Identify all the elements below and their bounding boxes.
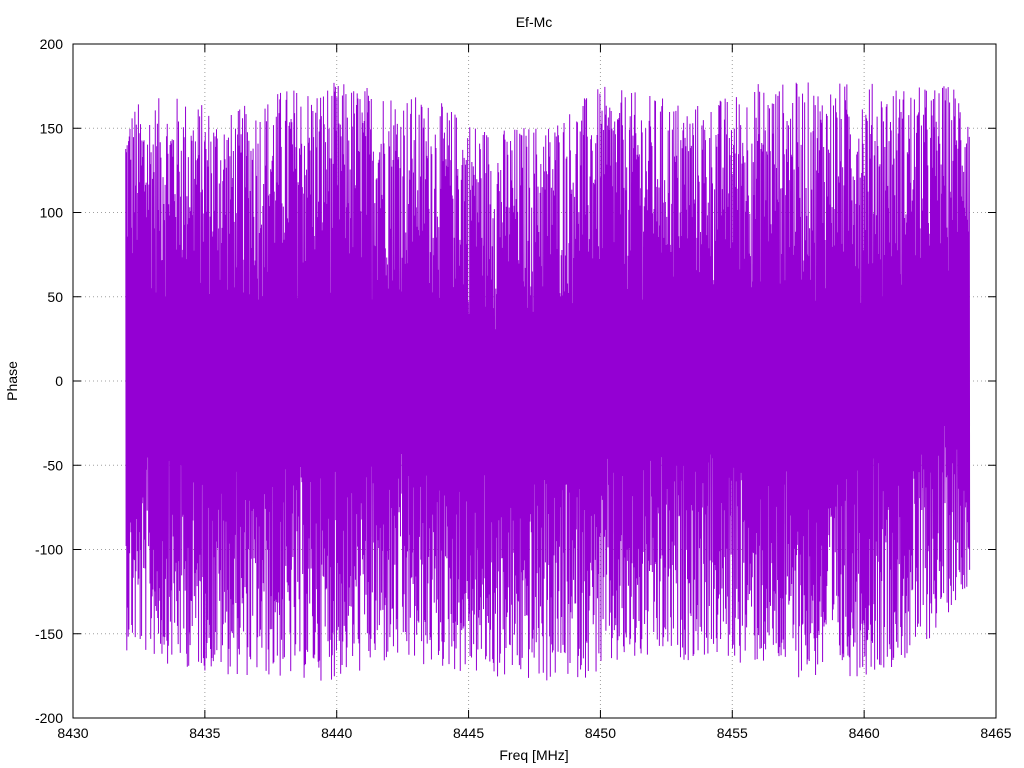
x-tick-label: 8435	[189, 725, 220, 741]
chart-title: Ef-Mc	[516, 14, 553, 30]
x-tick-labels: 8430 8435 8440 8445 8450 8455 8460 8465	[57, 725, 1011, 741]
x-tick-label: 8445	[453, 725, 484, 741]
y-tick-label: -200	[35, 710, 63, 726]
x-tick-label: 8450	[585, 725, 616, 741]
y-tick-label: 0	[55, 373, 63, 389]
y-tick-label: -150	[35, 626, 63, 642]
phase-series-line	[125, 82, 971, 681]
x-axis-label: Freq [MHz]	[499, 747, 568, 763]
x-tick-label: 8460	[849, 725, 880, 741]
tick-marks	[72, 43, 997, 719]
x-tick-label: 8455	[717, 725, 748, 741]
x-tick-label: 8440	[321, 725, 352, 741]
y-tick-label: -100	[35, 542, 63, 558]
y-tick-label: -50	[43, 457, 63, 473]
x-tick-label: 8430	[57, 725, 88, 741]
x-tick-label: 8465	[980, 725, 1011, 741]
y-axis-label: Phase	[4, 361, 20, 401]
y-tick-label: 200	[40, 36, 64, 52]
y-tick-labels: -200 -150 -100 -50 0 50 100 150 200	[35, 36, 63, 726]
y-tick-label: 100	[40, 205, 64, 221]
y-tick-label: 150	[40, 120, 64, 136]
series-layer	[125, 82, 971, 681]
y-tick-label: 50	[47, 289, 63, 305]
